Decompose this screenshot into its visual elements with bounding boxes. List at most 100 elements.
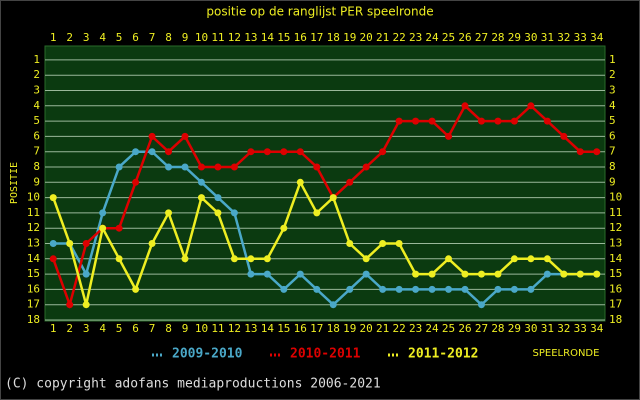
x-tick-label-top: 19 <box>343 31 356 44</box>
series-line <box>52 179 597 306</box>
data-point <box>461 102 469 110</box>
data-point <box>49 194 57 202</box>
x-tick-label: 23 <box>409 322 422 335</box>
data-point <box>82 270 90 278</box>
data-point <box>329 194 337 202</box>
y-tick-label: 10 <box>27 191 40 204</box>
data-point <box>132 178 140 186</box>
data-point <box>230 209 238 217</box>
y-tick-label-right: 3 <box>609 84 616 97</box>
data-point <box>527 255 535 263</box>
x-tick-label-top: 25 <box>442 31 455 44</box>
x-tick-label: 24 <box>425 322 439 335</box>
x-tick-label: 19 <box>343 322 356 335</box>
y-axis-label: POSITIE <box>9 162 20 204</box>
x-tick-label-top: 33 <box>574 31 587 44</box>
data-point <box>82 240 90 247</box>
x-tick-label: 34 <box>590 322 604 335</box>
data-point <box>543 117 551 125</box>
x-tick-label-top: 7 <box>149 31 156 44</box>
data-point <box>543 255 551 263</box>
data-point <box>280 224 288 232</box>
x-tick-label: 5 <box>116 322 123 335</box>
data-point <box>263 148 271 156</box>
data-point <box>165 148 173 156</box>
data-point <box>560 132 568 140</box>
x-tick-label-top: 6 <box>132 31 139 44</box>
x-tick-label: 27 <box>475 322 488 335</box>
data-point <box>214 209 222 217</box>
y-tick-label: 2 <box>33 68 40 81</box>
data-point <box>99 224 107 232</box>
data-point <box>494 285 502 293</box>
x-tick-label-top: 14 <box>261 31 275 44</box>
data-point <box>395 240 403 247</box>
data-point <box>445 255 453 263</box>
data-point <box>197 163 205 171</box>
data-point <box>296 270 304 278</box>
data-point <box>412 270 420 278</box>
data-point <box>428 270 436 278</box>
legend-label: 2009-2010 <box>172 347 243 362</box>
y-tick-label: 16 <box>27 282 40 295</box>
y-tick-label-right: 10 <box>609 191 622 204</box>
data-point <box>132 285 140 293</box>
y-tick-label-right: 13 <box>609 237 622 250</box>
x-tick-label-top: 1 <box>50 31 57 44</box>
y-tick-label-right: 11 <box>609 206 622 219</box>
y-tick-label: 4 <box>33 99 40 112</box>
data-point <box>181 163 189 171</box>
x-tick-label: 28 <box>491 322 504 335</box>
data-point <box>49 240 57 247</box>
legend-label: 2011-2012 <box>408 347 478 362</box>
data-point <box>66 301 74 309</box>
series-line <box>53 150 597 307</box>
data-point <box>197 178 205 186</box>
x-tick-label: 17 <box>310 322 323 335</box>
x-tick-label-top: 20 <box>360 31 373 44</box>
x-tick-label-top: 32 <box>557 31 570 44</box>
data-point <box>428 117 436 125</box>
x-tick-label: 4 <box>99 322 106 335</box>
data-point <box>494 117 502 125</box>
y-tick-label-right: 6 <box>609 129 616 142</box>
data-point <box>230 255 238 263</box>
x-tick-label-top: 30 <box>524 31 537 44</box>
y-tick-label: 15 <box>27 267 40 280</box>
data-point <box>395 285 403 293</box>
y-tick-label-right: 5 <box>609 114 616 127</box>
x-tick-label-top: 23 <box>409 31 422 44</box>
x-tick-label-top: 3 <box>83 31 90 44</box>
series-line <box>52 103 597 309</box>
x-tick-label: 29 <box>508 322 521 335</box>
x-tick-label-top: 12 <box>228 31 241 44</box>
y-tick-label: 18 <box>27 313 40 326</box>
data-point <box>313 285 321 293</box>
y-tick-label: 3 <box>33 84 40 97</box>
x-tick-label: 20 <box>360 322 373 335</box>
data-point <box>181 132 189 140</box>
x-tick-label-top: 11 <box>211 31 224 44</box>
data-point <box>346 240 354 247</box>
data-point <box>263 255 271 263</box>
x-tick-label-top: 21 <box>376 31 389 44</box>
data-point <box>412 285 420 293</box>
x-tick-label-top: 15 <box>277 31 290 44</box>
x-tick-label-top: 22 <box>392 31 405 44</box>
data-point <box>527 102 535 110</box>
data-point <box>66 240 74 247</box>
data-point <box>115 224 123 232</box>
x-tick-label-top: 9 <box>182 31 189 44</box>
x-tick-label-top: 28 <box>491 31 504 44</box>
x-tick-label: 2 <box>66 322 73 335</box>
data-point <box>445 132 453 140</box>
x-tick-label-top: 16 <box>294 31 307 44</box>
data-point <box>477 270 485 278</box>
data-point <box>576 270 584 278</box>
x-tick-label: 3 <box>83 322 90 335</box>
y-tick-label-right: 2 <box>609 68 616 81</box>
x-tick-label: 22 <box>392 322 405 335</box>
x-tick-label-top: 24 <box>425 31 439 44</box>
data-point <box>181 255 189 263</box>
